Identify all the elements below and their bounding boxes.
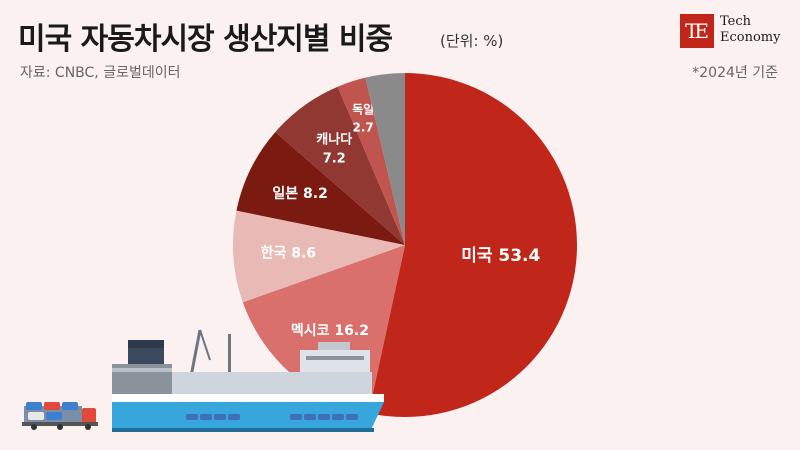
- footnote-label: *2024년 기준: [692, 65, 778, 81]
- pie-slice-캐나다: [275, 86, 405, 245]
- logo-line-2: Economy: [720, 30, 781, 45]
- source-label: 자료: CNBC, 글로벌데이터: [20, 65, 181, 81]
- pie-slice-한국: [233, 210, 405, 303]
- slice-label-미국: 미국 53.4: [461, 246, 540, 266]
- slice-label-멕시코: 멕시코 16.2: [291, 322, 369, 339]
- pie-slice-일본: [236, 132, 405, 245]
- pie-slice-other: [365, 73, 405, 245]
- car-carrier-truck-icon: [22, 402, 98, 430]
- slice-label-일본: 일본 8.2: [272, 186, 327, 202]
- pie-slice-미국: [368, 73, 577, 417]
- unit-label: (단위: %): [440, 32, 504, 50]
- pie-slice-독일: [337, 77, 405, 245]
- chart-title: 미국 자동차시장 생산지별 비중: [18, 22, 393, 57]
- logo-mark: TE: [680, 14, 714, 48]
- cargo-ship-icon: [112, 329, 384, 432]
- tech-economy-logo: TE Tech Economy: [680, 14, 780, 50]
- logo-wordmark: Tech Economy: [720, 14, 780, 46]
- slice-label-캐나다: 캐나다 7.2: [316, 132, 352, 167]
- slice-label-한국: 한국 8.6: [261, 246, 316, 262]
- slice-label-독일: 독일 2.7: [352, 103, 374, 135]
- logo-line-1: Tech: [720, 14, 752, 29]
